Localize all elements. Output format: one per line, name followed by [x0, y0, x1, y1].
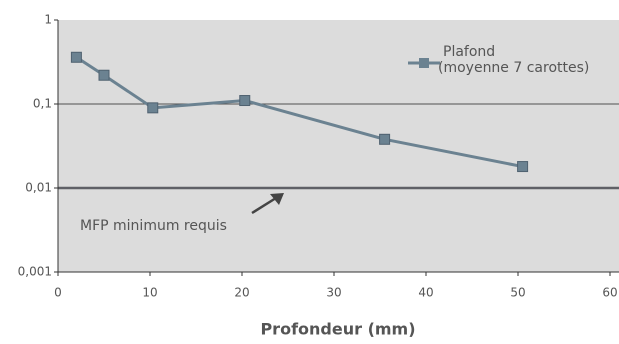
point-marker: [98, 69, 110, 81]
point-marker: [70, 51, 82, 63]
threshold-label: MFP minimum requis: [80, 218, 227, 234]
plot-area: [58, 20, 619, 272]
legend-label: Plafond (moyenne 7 carottes): [438, 44, 589, 76]
annotation-arrow: [251, 196, 277, 215]
point-marker: [147, 102, 159, 114]
x-tick-label: 0: [54, 286, 62, 300]
x-tick-label: 30: [326, 286, 341, 300]
point-marker: [517, 161, 529, 173]
x-axis-title: Profondeur (mm): [260, 320, 415, 339]
annotation-arrowhead: [270, 193, 284, 205]
y-tick-label: 0,001: [18, 265, 52, 279]
x-tick-label: 60: [602, 286, 617, 300]
y-tick-label: 0,1: [33, 97, 52, 111]
x-tick-label: 50: [510, 286, 525, 300]
point-marker: [379, 133, 391, 145]
y-tick-label: 0,01: [25, 181, 52, 195]
y-tick-label: 1: [44, 13, 52, 27]
legend-marker: [419, 58, 429, 68]
x-tick-label: 40: [418, 286, 433, 300]
point-marker: [239, 95, 251, 107]
x-tick-label: 20: [234, 286, 249, 300]
x-tick-label: 10: [142, 286, 157, 300]
